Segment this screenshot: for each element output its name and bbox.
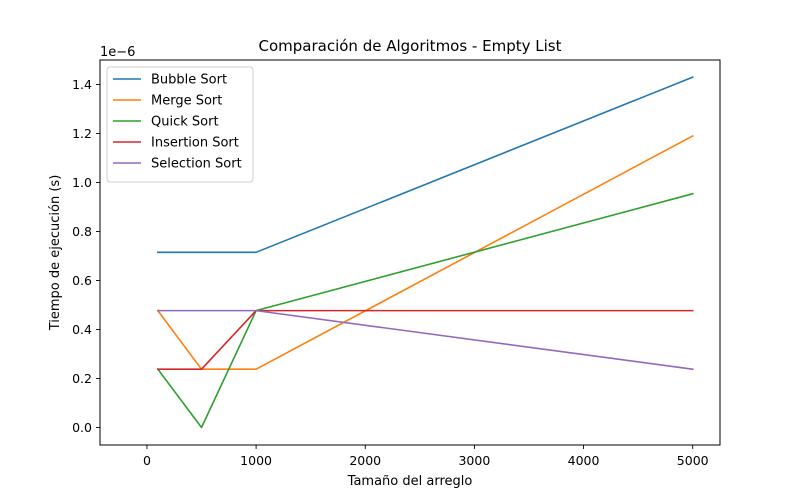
legend: Bubble Sort Merge Sort Quick Sort Insertion… xyxy=(106,66,254,183)
series-line-1 xyxy=(157,76,694,254)
chart-title: Comparación de Algoritmos - Empty List xyxy=(259,37,562,55)
plot-frame xyxy=(99,59,721,446)
y-axis: 0.0 0.2 0.4 0.6 0.8 1.0 1.2 1.4 xyxy=(72,77,100,435)
y-tick-label: 1.2 xyxy=(72,126,92,141)
series-line-5 xyxy=(157,309,694,371)
x-tick-label: 5000 xyxy=(677,453,709,468)
x-tick-label: 1000 xyxy=(240,453,272,468)
y-tick-label: 0.2 xyxy=(72,371,92,386)
legend-label: Merge Sort xyxy=(151,94,222,109)
series-layer xyxy=(156,76,694,429)
x-tick-label: 3000 xyxy=(458,453,490,468)
legend-label: Insertion Sort xyxy=(151,136,239,151)
x-tick-label: 4000 xyxy=(568,453,600,468)
x-axis-label: Tamaño del arreglo xyxy=(347,474,473,489)
y-tick-label: 0.4 xyxy=(72,322,92,337)
y-tick-label: 0.0 xyxy=(72,420,92,435)
y-tick-label: 0.8 xyxy=(72,224,92,239)
y-tick-label: 0.6 xyxy=(72,273,92,288)
y-axis-label: Tiempo de ejecución (s) xyxy=(48,175,63,332)
series-line-3 xyxy=(156,192,694,429)
y-offset-label: 1e−6 xyxy=(100,45,135,60)
x-tick-label: 0 xyxy=(143,453,151,468)
legend-label: Selection Sort xyxy=(151,157,242,172)
y-tick-label: 1.4 xyxy=(72,77,92,92)
x-tick-label: 2000 xyxy=(349,453,381,468)
y-tick-label: 1.0 xyxy=(72,175,92,190)
legend-label: Quick Sort xyxy=(151,115,219,130)
series-line-4 xyxy=(157,309,694,370)
legend-label: Bubble Sort xyxy=(151,73,227,88)
legend-box xyxy=(106,66,254,183)
x-axis: 0 1000 2000 3000 4000 5000 xyxy=(143,445,709,468)
